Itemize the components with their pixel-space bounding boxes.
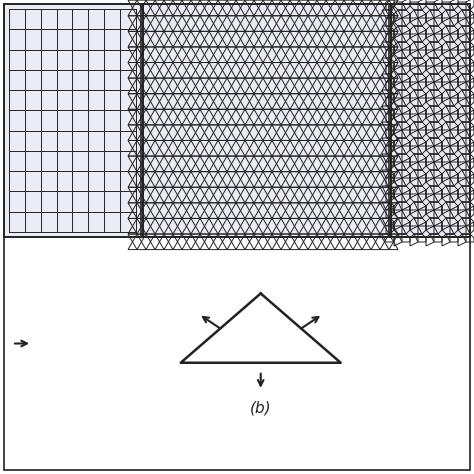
Bar <box>391 4 470 237</box>
Bar <box>143 4 389 237</box>
Bar <box>4 4 141 237</box>
Text: (b): (b) <box>250 401 272 416</box>
